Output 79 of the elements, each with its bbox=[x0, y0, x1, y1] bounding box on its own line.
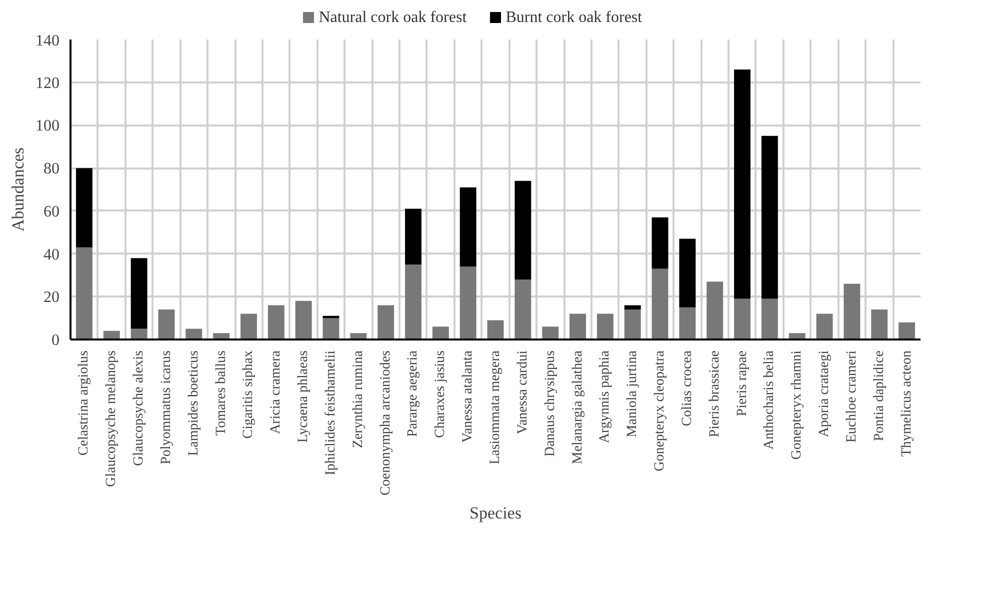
bar bbox=[542, 326, 559, 340]
x-tick-label: Euchloe crameri bbox=[844, 350, 860, 443]
x-tick-label: Lampides boeticus bbox=[186, 350, 202, 456]
y-tick-label: 80 bbox=[44, 160, 60, 178]
x-tick-label: Colias crocea bbox=[680, 350, 695, 426]
bar bbox=[487, 320, 504, 340]
bar bbox=[652, 268, 668, 340]
bar bbox=[679, 307, 696, 340]
bar bbox=[734, 298, 750, 340]
bar bbox=[871, 310, 888, 340]
bar bbox=[761, 298, 778, 340]
x-tick-label: Zerynthia rumina bbox=[350, 350, 366, 448]
bar bbox=[240, 314, 257, 340]
bar bbox=[158, 310, 175, 340]
x-tick-label: Argynnis paphia bbox=[598, 350, 613, 444]
legend-label: Natural cork oak forest bbox=[318, 9, 468, 26]
x-tick-label: Iphiclides feisthamelii bbox=[323, 350, 338, 476]
x-tick-label: Gonepteryx cleopatra bbox=[652, 350, 668, 472]
bar bbox=[679, 238, 696, 308]
bar bbox=[844, 284, 860, 340]
x-tick-label: Pararge aegeria bbox=[406, 350, 421, 437]
bar bbox=[432, 326, 449, 340]
legend-label: Burnt cork oak forest bbox=[506, 9, 643, 26]
bar bbox=[268, 305, 284, 340]
x-tick-label: Pontia daplidice bbox=[872, 350, 887, 442]
bar bbox=[405, 264, 422, 340]
bar bbox=[898, 322, 916, 340]
x-tick-label: Gonepteryx rhamni bbox=[790, 350, 805, 460]
bar bbox=[624, 310, 641, 340]
y-axis-title: Abundances bbox=[8, 147, 28, 232]
y-tick-label: 20 bbox=[44, 289, 60, 306]
y-tick-label: 0 bbox=[52, 332, 60, 349]
x-tick-label: Tomares ballus bbox=[214, 350, 229, 436]
x-tick-label: Danaus chrysippus bbox=[542, 350, 558, 457]
x-tick-label: Vanessa cardui bbox=[515, 350, 530, 434]
bar bbox=[460, 187, 476, 267]
y-tick-label: 100 bbox=[36, 118, 60, 135]
bar bbox=[514, 280, 532, 340]
x-tick-label: Pieris brassicae bbox=[707, 350, 722, 438]
x-tick-label: Glaucopsyche alexis bbox=[132, 350, 147, 466]
x-tick-label: Glaucopsyche melanops bbox=[104, 350, 120, 487]
bar bbox=[378, 305, 394, 340]
bar bbox=[816, 314, 833, 340]
bar bbox=[405, 208, 422, 264]
bar bbox=[761, 136, 778, 299]
x-tick-label: Lycaena phlaeas bbox=[296, 350, 312, 443]
x-tick-label: Celastrina argiolus bbox=[76, 350, 92, 456]
bar bbox=[322, 318, 340, 340]
x-tick-label: Cigaritis siphax bbox=[241, 350, 256, 439]
bar bbox=[295, 300, 312, 340]
x-axis-title: Species bbox=[470, 504, 522, 523]
bar bbox=[734, 70, 750, 299]
bar bbox=[596, 314, 614, 340]
x-tick-label: Pieris rapae bbox=[734, 350, 750, 416]
x-tick-label: Coenonympha arcaniodes bbox=[378, 350, 394, 496]
x-tick-label: Vanessa atalanta bbox=[460, 350, 476, 443]
bar bbox=[76, 247, 92, 340]
x-tick-label: Anthocharis belia bbox=[762, 350, 778, 450]
x-tick-label: Aricia cramera bbox=[268, 350, 284, 434]
y-tick-label: 40 bbox=[44, 246, 60, 264]
y-tick-label: 140 bbox=[36, 32, 60, 50]
bar bbox=[460, 266, 476, 340]
x-tick-label: Polyommatus icarus bbox=[158, 350, 174, 464]
bar bbox=[570, 314, 586, 340]
bar bbox=[76, 168, 92, 248]
bar bbox=[130, 258, 148, 329]
bar bbox=[652, 217, 668, 269]
y-tick-label: 60 bbox=[44, 203, 60, 220]
bar bbox=[706, 282, 724, 340]
bar bbox=[322, 316, 340, 318]
x-tick-label: Charaxes jasius bbox=[433, 350, 448, 438]
x-tick-label: Maniola jurtina bbox=[625, 350, 640, 438]
y-tick-label: 120 bbox=[36, 74, 60, 92]
x-tick-label: Lasiommata megera bbox=[488, 350, 503, 464]
bar bbox=[624, 305, 641, 310]
bar bbox=[514, 180, 532, 280]
x-tick-label: Thymelicus acteon bbox=[899, 350, 914, 457]
x-tick-label: Melanargia galathea bbox=[570, 350, 586, 464]
x-tick-label: Aporia crataegi bbox=[817, 350, 832, 438]
